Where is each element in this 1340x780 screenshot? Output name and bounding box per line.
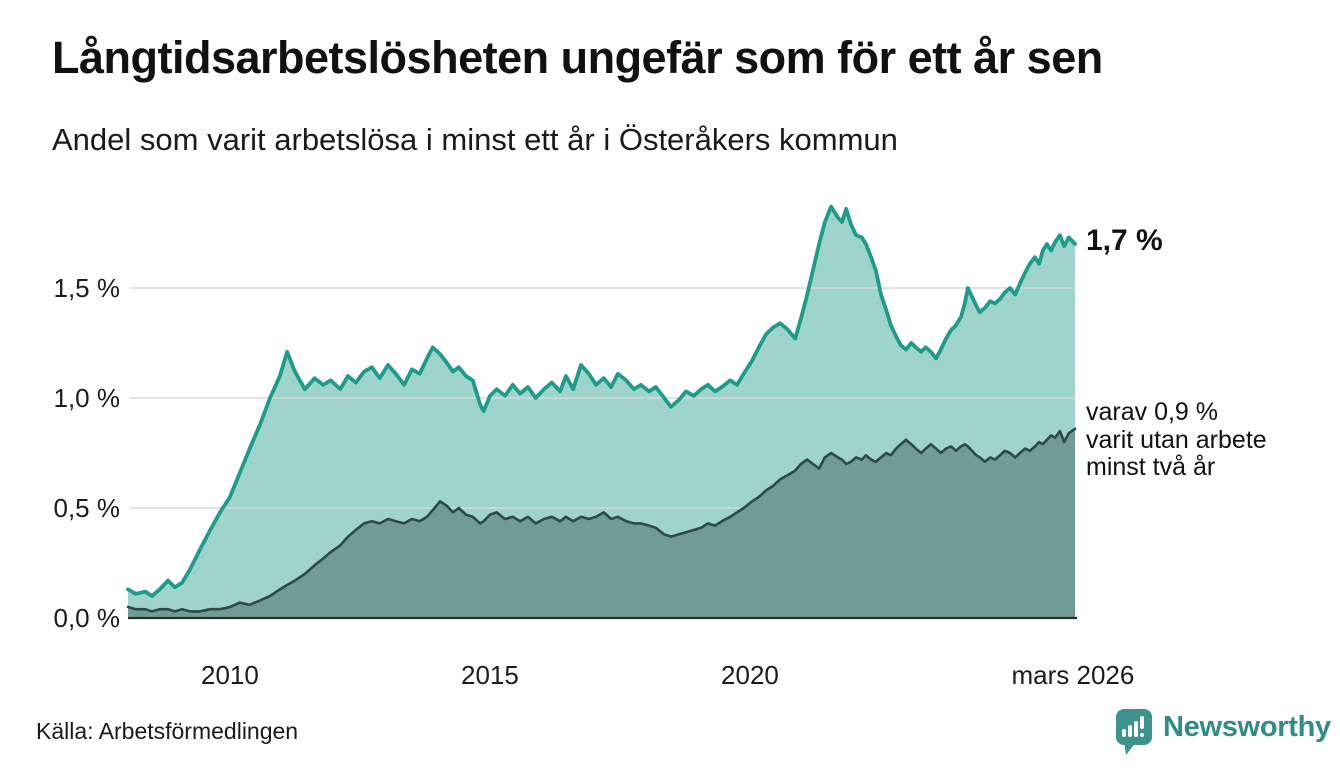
chart-title: Långtidsarbetslösheten ungefär som för e… [52,32,1103,83]
y-tick-label: 1,5 % [54,273,121,303]
x-tick-label: 2010 [201,660,259,690]
newsworthy-wordmark: Newsworthy [1163,711,1331,743]
y-tick-label: 0,0 % [54,603,121,633]
secondary-series-label: varav 0,9 % varit utan arbete minst två … [1086,398,1267,481]
series-area-minst-tva-ar [128,428,1075,618]
newsworthy-chart-bubble-icon [1116,709,1152,755]
source-note: Källa: Arbetsförmedlingen [36,718,299,744]
series-line-minst-ett-ar [126,204,1077,598]
y-tick-label: 1,0 % [54,383,121,413]
x-tick-label: 2020 [721,660,779,690]
x-tick-label: 2015 [461,660,519,690]
y-tick-label: 0,5 % [54,493,121,523]
series-line-minst-tva-ar [126,427,1077,613]
latest-value-label: 1,7 % [1086,224,1163,257]
newsworthy-logo: Newsworthy [1115,706,1331,756]
chart-subtitle: Andel som varit arbetslösa i minst ett å… [52,122,898,157]
x-tick-label: mars 2026 [1011,660,1134,690]
